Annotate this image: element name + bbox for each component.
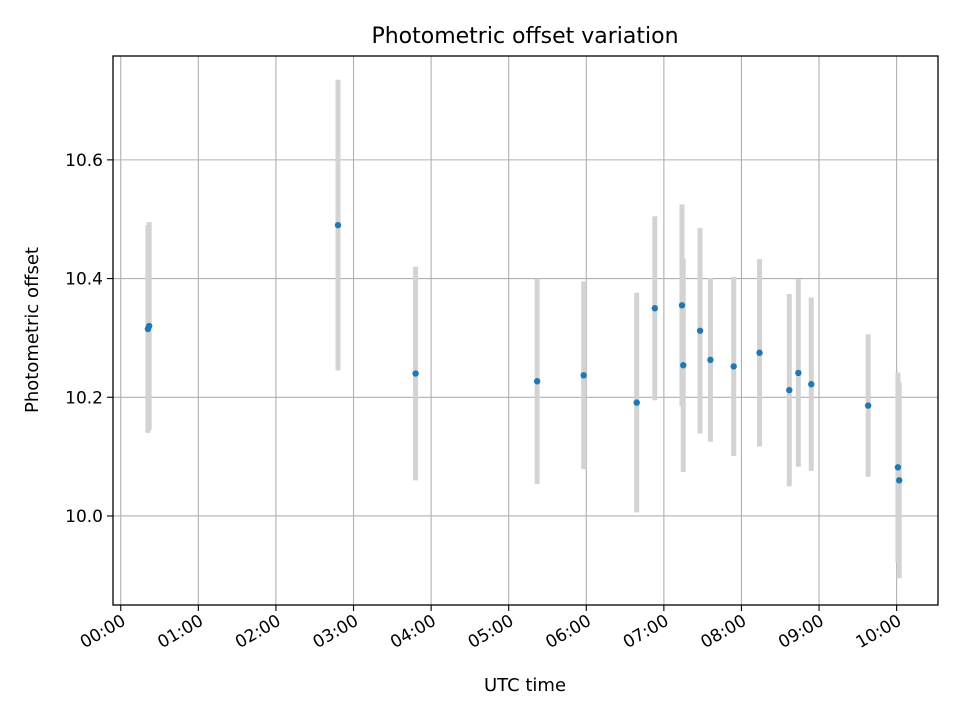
data-point [533,378,541,385]
y-axis-ticks: 10.0 10.2 10.4 10.6 [65,151,113,527]
data-point [707,356,714,364]
data-point [651,305,659,312]
data-point [894,464,902,471]
x-tick-label: 05:00 [465,611,517,653]
y-tick-label: 10.4 [65,270,103,290]
data-point [678,302,686,309]
data-point [795,369,802,377]
x-tick-label: 04:00 [387,611,439,653]
data-point [580,372,587,379]
data-point [864,402,872,409]
x-tick-label: 00:00 [77,611,129,653]
data-point [786,386,793,394]
y-tick-label: 10.0 [65,507,103,527]
x-axis-label: UTC time [484,675,566,696]
y-tick-label: 10.2 [65,388,103,408]
data-point [412,370,419,377]
data-point [896,477,903,484]
y-axis-label: Photometric offset [22,247,43,413]
x-tick-label: 01:00 [154,611,206,653]
x-tick-label: 02:00 [232,611,284,653]
x-tick-label: 10:00 [853,611,905,653]
chart-title: Photometric offset variation [371,24,678,49]
data-point [756,349,763,356]
x-tick-label: 03:00 [310,611,362,653]
x-axis-ticks: 00:00 01:00 02:00 03:00 04:00 05:00 06:00 07:00… [77,605,905,653]
data-point [633,399,640,406]
plot-area-frame [112,55,939,606]
grid-lines [113,56,938,605]
x-tick-label: 07:00 [620,611,672,653]
data-point [730,363,737,370]
x-tick-label: 08:00 [698,611,750,653]
error-bars [145,79,902,579]
data-point [334,221,342,229]
data-point [146,322,153,330]
x-tick-label: 06:00 [542,611,594,653]
data-point [680,362,687,369]
data-point [808,381,815,388]
data-point [696,327,704,334]
x-tick-label: 09:00 [775,611,827,653]
y-tick-label: 10.6 [65,151,103,171]
data-points [144,221,903,484]
